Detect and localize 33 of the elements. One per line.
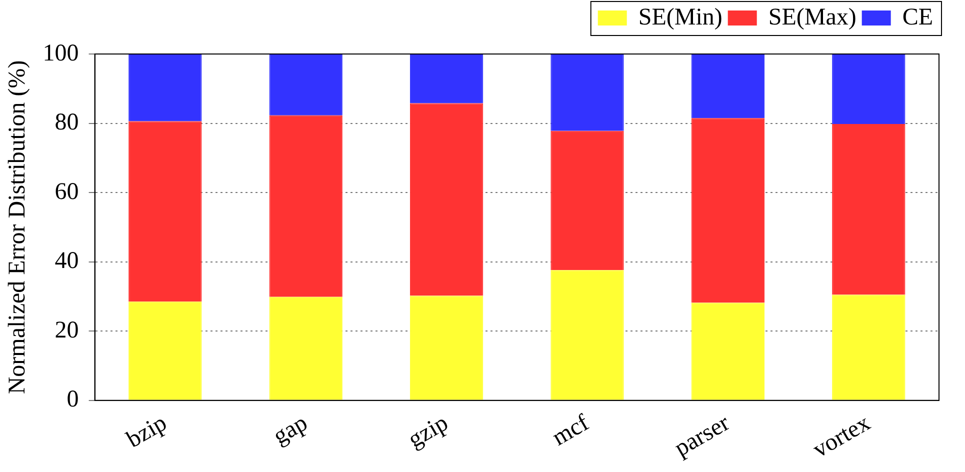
bar — [410, 54, 484, 104]
y-tick-label: 100 — [42, 40, 79, 66]
bar — [691, 302, 765, 400]
y-tick-label: 60 — [54, 178, 79, 205]
bar — [832, 54, 906, 124]
bar — [550, 54, 624, 131]
y-tick-label: 20 — [54, 317, 79, 344]
y-tick-label: 0 — [66, 386, 79, 413]
x-tick-label: gzip — [404, 410, 453, 454]
bar — [691, 118, 765, 303]
legend-label: SE(Min) — [638, 4, 722, 30]
x-tick-label: vortex — [808, 410, 875, 464]
y-tick-label: 40 — [54, 248, 79, 274]
bar — [410, 296, 484, 400]
x-tick-label: gap — [268, 410, 312, 450]
legend-label: SE(Max) — [768, 4, 856, 30]
bar — [832, 124, 906, 295]
bar — [128, 302, 202, 400]
bar — [269, 115, 342, 297]
bar — [550, 270, 624, 400]
bar — [410, 103, 484, 296]
bar — [128, 54, 202, 122]
bar — [269, 296, 342, 400]
bar — [128, 121, 202, 302]
bar — [832, 294, 906, 400]
x-tick-label: mcf — [548, 410, 594, 452]
bar — [550, 130, 624, 270]
y-tick-label: 80 — [54, 110, 79, 136]
x-tick-label: bzip — [122, 410, 172, 454]
y-axis-title: Normalized Error Distribution (%) — [4, 60, 31, 394]
bar — [691, 54, 765, 118]
bar — [269, 54, 342, 116]
legend-label: CE — [902, 4, 934, 30]
